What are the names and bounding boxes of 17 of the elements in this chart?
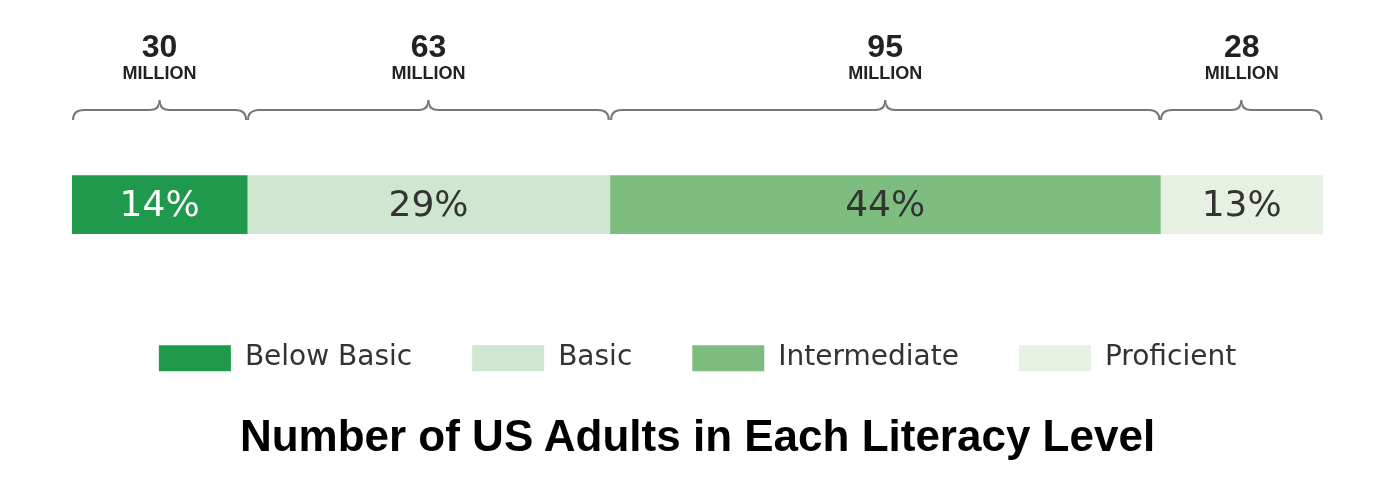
- legend-label: Below Basic: [244, 339, 413, 373]
- legend-label: Basic: [558, 339, 633, 373]
- text: 95 MILLION: [848, 27, 923, 83]
- data-label: 14%: [119, 182, 200, 224]
- text: 63 MILLION: [391, 27, 466, 83]
- data-label: 13%: [1201, 182, 1282, 224]
- text: Number of US Adults in Each Literacy Level: [239, 410, 1156, 460]
- bar: [246, 175, 611, 234]
- bar: [72, 175, 248, 234]
- bar: [609, 175, 1161, 234]
- data-label: 44%: [845, 182, 926, 224]
- data-label: 29%: [388, 182, 469, 224]
- legend-label: Intermediate: [778, 339, 959, 373]
- text: 28 MILLION: [1204, 27, 1279, 83]
- text: 30 MILLION: [122, 27, 197, 83]
- legend-label: Proficient: [1104, 339, 1237, 373]
- bar: [1160, 175, 1323, 234]
